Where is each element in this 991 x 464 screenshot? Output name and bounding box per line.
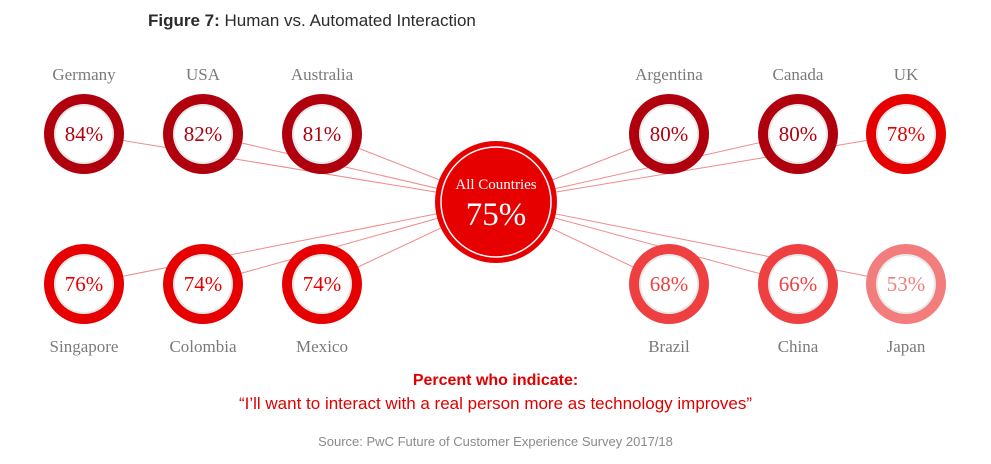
bubble-inner — [878, 256, 934, 312]
country-label: Colombia — [169, 337, 237, 356]
bubble-colombia: 74% Colombia — [163, 244, 243, 356]
bubble-uk: 78% UK — [866, 65, 946, 174]
country-label: Japan — [887, 337, 926, 356]
bubble-usa: 82% USA — [163, 65, 243, 174]
bubble-singapore: 76% Singapore — [44, 244, 124, 356]
value-label: 80% — [779, 122, 818, 146]
country-label: Singapore — [50, 337, 119, 356]
bubble-germany: 84% Germany — [44, 65, 124, 174]
connector-line-japan — [495, 201, 907, 285]
bubble-inner — [770, 256, 826, 312]
note-heading: Percent who indicate: — [412, 372, 579, 389]
bubble-australia: 81% Australia — [282, 65, 362, 174]
bubble-inner — [175, 256, 231, 312]
connector-line-uk — [495, 133, 907, 203]
bubble-inner — [56, 256, 112, 312]
country-label: Brazil — [648, 337, 690, 356]
value-label: 74% — [303, 272, 342, 296]
value-label: 74% — [184, 272, 223, 296]
value-label: 66% — [779, 272, 818, 296]
country-label: USA — [186, 65, 221, 84]
bubble-inner — [294, 106, 350, 162]
bubble-inner — [641, 106, 697, 162]
figure-number: Figure 7: — [148, 11, 220, 30]
center-caption: All Countries — [455, 177, 536, 193]
figure-title-text: Human vs. Automated Interaction — [224, 11, 476, 30]
value-label: 82% — [184, 122, 223, 146]
bubble-inner — [641, 256, 697, 312]
bubble-inner — [56, 106, 112, 162]
bubble-mexico: 74% Mexico — [282, 244, 362, 356]
bubble-brazil: 68% Brazil — [629, 244, 709, 356]
note-quote: “I’ll want to interact with a real perso… — [238, 394, 753, 413]
bubble-inner — [294, 256, 350, 312]
country-label: Argentina — [635, 65, 703, 84]
bubble-inner — [878, 106, 934, 162]
country-label: UK — [894, 65, 919, 84]
figure-title: Figure 7: Human vs. Automated Interactio… — [148, 11, 476, 31]
center-bubble-outer — [435, 141, 557, 263]
center-value: 75% — [466, 197, 527, 233]
bubble-inner — [175, 106, 231, 162]
connector-line-singapore — [83, 201, 497, 285]
bubble-japan: 53% Japan — [866, 244, 946, 356]
connector-line-germany — [83, 133, 497, 203]
source-note: Source: PwC Future of Customer Experienc… — [318, 434, 673, 449]
value-label: 68% — [650, 272, 689, 296]
bubble-inner — [770, 106, 826, 162]
bubble-canada: 80% Canada — [758, 65, 838, 174]
country-bubble-chart: 84% Germany 82% USA 81% Australia 80% Argentina… — [44, 65, 946, 356]
center-bubble-ring — [440, 146, 552, 258]
value-label: 81% — [303, 122, 342, 146]
bubble-argentina: 80% Argentina — [629, 65, 709, 174]
country-label: Australia — [291, 65, 354, 84]
value-label: 76% — [65, 272, 104, 296]
bubble-china: 66% China — [758, 244, 838, 356]
country-label: Mexico — [296, 337, 348, 356]
country-bubbles: 84% Germany 82% USA 81% Australia 80% Argentina… — [44, 65, 946, 356]
value-label: 84% — [65, 122, 104, 146]
value-label: 78% — [887, 122, 926, 146]
country-label: China — [778, 337, 819, 356]
value-label: 53% — [887, 272, 926, 296]
all-countries-bubble: All Countries 75% — [435, 141, 557, 263]
value-label: 80% — [650, 122, 689, 146]
country-label: Canada — [773, 65, 824, 84]
country-label: Germany — [52, 65, 116, 84]
